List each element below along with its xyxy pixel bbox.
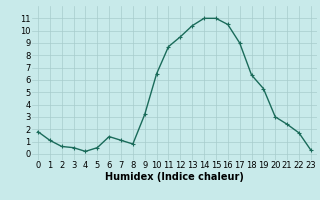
X-axis label: Humidex (Indice chaleur): Humidex (Indice chaleur) (105, 172, 244, 182)
